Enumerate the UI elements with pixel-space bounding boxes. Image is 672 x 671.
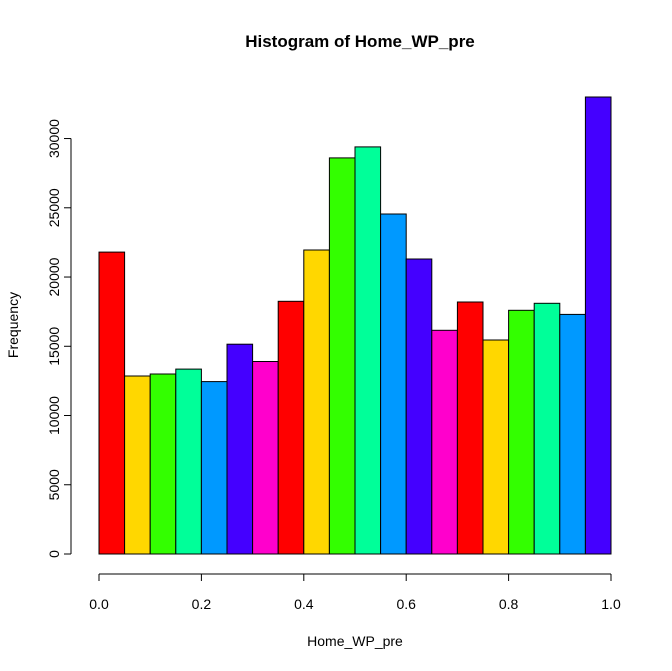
y-tick-label: 25000 (46, 188, 62, 227)
histogram-bar-7 (277, 300, 305, 555)
histogram-bar-0 (98, 251, 126, 555)
x-axis-label: Home_WP_pre (307, 633, 403, 649)
histogram-bar-15 (482, 339, 510, 555)
x-tick-label: 0.4 (294, 596, 314, 612)
y-tick-label: 30000 (46, 119, 62, 158)
histogram-bar-14 (456, 301, 484, 555)
histogram-bar-9 (328, 157, 356, 555)
x-tick-label: 0.0 (89, 596, 109, 612)
x-tick-label: 1.0 (601, 596, 621, 612)
histogram-bar-5 (226, 343, 254, 555)
histogram-bar-10 (354, 146, 382, 555)
y-axis: 0 5000 10000 15000 20000 25000 30000 (46, 119, 72, 558)
histogram-bar-19 (584, 96, 612, 555)
histogram-bar-12 (405, 258, 433, 555)
histogram-bar-4 (200, 381, 228, 555)
histogram-bar-2 (149, 373, 177, 555)
x-tick-label: 0.2 (192, 596, 212, 612)
histogram-bar-16 (508, 309, 535, 555)
y-tick-label: 5000 (46, 469, 62, 500)
y-tick-label: 10000 (46, 396, 62, 435)
histogram-bar-18 (559, 313, 586, 555)
x-tick-label: 0.8 (499, 596, 519, 612)
histogram-bar-11 (380, 213, 407, 555)
bars-group (98, 96, 612, 555)
chart-title: Histogram of Home_WP_pre (245, 32, 475, 51)
histogram-bar-6 (252, 361, 279, 555)
histogram-bar-17 (533, 302, 561, 555)
histogram-bar-3 (175, 368, 202, 555)
y-tick-label: 20000 (46, 257, 62, 296)
y-tick-label: 15000 (46, 327, 62, 366)
x-axis: 0.0 0.2 0.4 0.6 0.8 1.0 (89, 573, 621, 612)
histogram-bar-1 (124, 375, 151, 555)
y-axis-label: Frequency (5, 292, 21, 358)
x-tick-label: 0.6 (396, 596, 416, 612)
histogram-bar-8 (303, 249, 330, 555)
histogram-bar-13 (431, 329, 458, 555)
y-tick-label: 0 (46, 550, 62, 558)
